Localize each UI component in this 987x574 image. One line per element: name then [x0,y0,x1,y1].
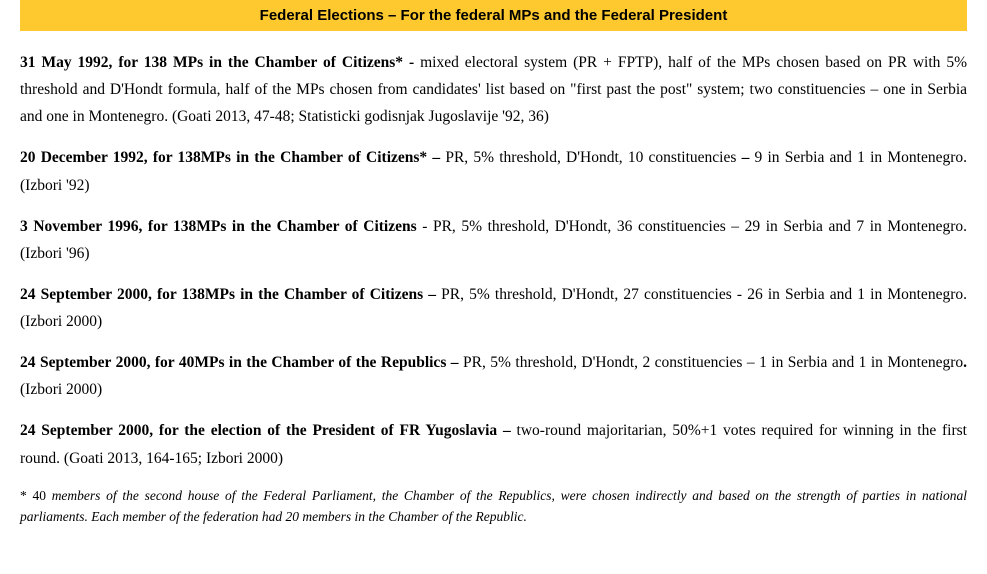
entry-heading: 31 May 1992, for 138 MPs in the Chamber … [20,54,420,71]
entry-heading: 24 September 2000, for the election of t… [20,422,517,439]
election-entry: 31 May 1992, for 138 MPs in the Chamber … [20,49,967,130]
entry-bold-inline: . [963,354,967,371]
entry-heading: 20 December 1992, for 138MPs in the Cham… [20,149,445,166]
footnote-marker: * 40 [20,488,52,503]
entry-body: PR, 5% threshold, D'Hondt, 10 constituen… [445,149,741,166]
entry-heading: 24 September 2000, for 138MPs in the Cha… [20,286,441,303]
footnote-text: members of the second house of the Feder… [20,488,967,524]
entry-body: (Izbori 2000) [20,381,102,398]
election-entry: 24 September 2000, for 40MPs in the Cham… [20,349,967,403]
section-header-title: Federal Elections – For the federal MPs … [260,7,728,24]
entry-bold-inline: – [742,149,755,166]
entry-heading: 24 September 2000, for 40MPs in the Cham… [20,354,463,371]
election-entry: 3 November 1996, for 138MPs in the Chamb… [20,213,967,267]
section-header: Federal Elections – For the federal MPs … [20,0,967,31]
entry-body: PR, 5% threshold, D'Hondt, 2 constituenc… [463,354,963,371]
document-container: Federal Elections – For the federal MPs … [0,0,987,547]
election-entry: 24 September 2000, for the election of t… [20,417,967,471]
footnote: * 40 members of the second house of the … [20,486,967,528]
entry-heading: 3 November 1996, for 138MPs in the Chamb… [20,218,422,235]
election-entry: 24 September 2000, for 138MPs in the Cha… [20,281,967,335]
election-entry: 20 December 1992, for 138MPs in the Cham… [20,144,967,198]
